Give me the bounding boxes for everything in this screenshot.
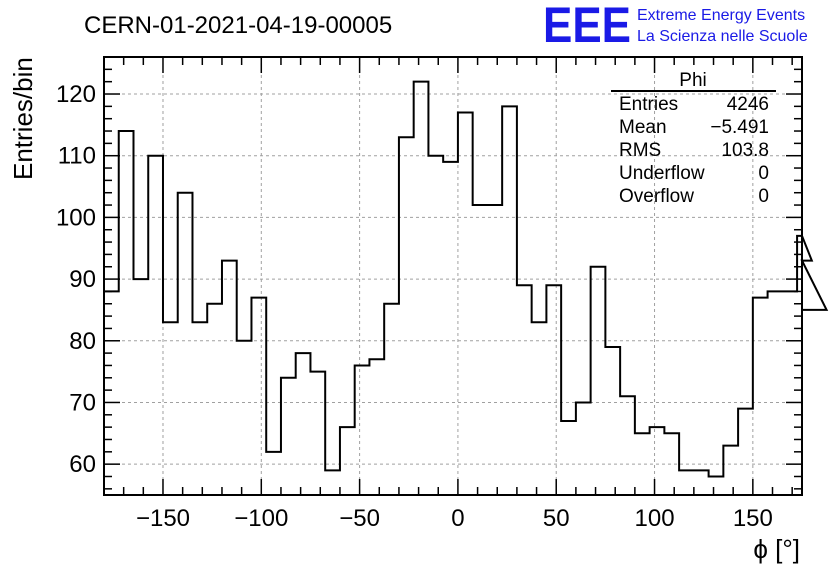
histogram-bin [768,291,783,495]
histogram-bin [679,470,694,495]
y-tick-label: 70 [69,389,96,416]
y-tick-label: 60 [69,451,96,478]
tick-labels: −150 −100 −50 0 50 100 150 60 70 80 90 100 110 120 [56,81,773,532]
stats-name: Phi [679,70,706,91]
x-tick-label: −50 [339,505,380,532]
histogram-bin [635,433,650,495]
logo-mark: EEE [543,0,631,53]
histogram-bin [576,402,591,495]
histogram-bin [119,131,134,495]
histogram-bin [148,156,163,495]
histogram-bin [709,476,724,495]
histogram-bin [664,433,679,495]
histogram-bin [782,291,797,495]
histogram-bin [546,285,561,495]
y-axis-title: Entries/bin [8,57,38,180]
histogram-bin [325,470,340,495]
histogram-bin [414,82,429,495]
stats-label-overflow: Overflow [619,186,694,207]
histogram-bin [178,193,193,495]
y-tick-label: 100 [56,204,96,231]
histogram-bin [355,365,370,495]
histogram-bin [222,261,237,495]
axis-ticks [103,56,802,495]
histogram-bin [428,156,443,495]
histogram-bin [340,427,355,495]
histogram-bin [797,236,802,495]
stats-value-entries: 4246 [727,94,769,115]
histogram-bin [104,291,119,495]
histogram-bin [296,353,311,495]
histogram-bin [561,421,576,495]
histogram-bin [207,304,222,495]
plot-frame [103,56,803,496]
y-tick-label: 90 [69,266,96,293]
histogram-bin [650,427,665,495]
stats-label-underflow: Underflow [619,163,705,184]
histogram-bin [502,106,517,495]
chart-title: CERN-01-2021-04-19-00005 [84,12,392,39]
histogram-bin [384,304,399,495]
y-tick-label: 120 [56,81,96,108]
histogram-bin [192,322,207,495]
histogram-bin [591,267,606,495]
histogram-bin [753,298,768,495]
eee-logo: EEE Extreme Energy Events La Scienza nel… [543,0,808,53]
stats-value-mean: −5.491 [710,117,769,138]
stats-label-rms: RMS [619,140,661,161]
stats-value-rms: 103.8 [721,140,769,161]
histogram-bin [399,137,414,495]
histogram-bin [517,285,532,495]
histogram-bin [487,205,502,495]
histogram-bin [251,298,266,495]
histogram-bin [738,409,753,495]
stats-label-entries: Entries [619,94,678,115]
histogram-bin [163,322,178,495]
histogram-bin [473,205,488,495]
histogram-bin [723,446,738,495]
histogram-bin [620,396,635,495]
x-tick-label: 100 [635,505,675,532]
histogram-bin [532,322,547,495]
histogram-bin [266,452,281,495]
histogram-bin [369,359,384,495]
histogram-bin [237,341,252,495]
logo-line-1: Extreme Energy Events [637,7,805,24]
logo-line-2: La Scienza nelle Scuole [637,28,808,45]
x-tick-label: 0 [451,505,464,532]
x-tick-label: 50 [543,505,570,532]
histogram-bin [281,378,296,495]
y-tick-label: 110 [58,143,96,170]
histogram-bin [694,470,709,495]
histogram-bin [133,279,148,495]
histogram-bin [443,162,458,495]
x-tick-label: −100 [234,505,288,532]
histogram-bins [104,82,802,495]
stats-value-overflow: 0 [758,186,769,207]
x-tick-label: 150 [733,505,773,532]
y-tick-label: 80 [69,328,96,355]
x-axis-title: ϕ [°] [753,534,800,564]
stats-value-underflow: 0 [758,163,769,184]
histogram-series [104,80,829,478]
stats-box: Phi Entries 4246 Mean −5.491 RMS 103.8 U… [611,70,776,207]
histogram-bin [458,113,473,495]
histogram-bin [605,347,620,495]
histogram-bin [310,372,325,495]
stats-label-mean: Mean [619,117,667,138]
x-tick-label: −150 [136,505,190,532]
